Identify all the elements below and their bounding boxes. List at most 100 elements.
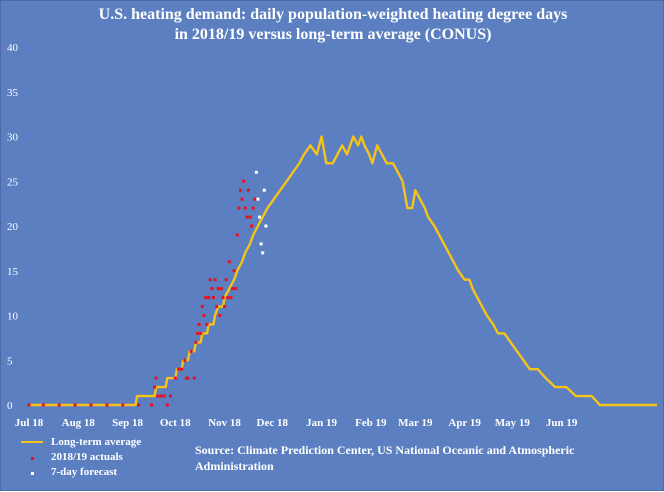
legend-entry-actuals: 2018/19 actuals bbox=[21, 449, 141, 464]
legend-entry-forecast: 7-day forecast bbox=[21, 464, 141, 479]
chart-subtitle: in 2018/19 versus long-term average (CON… bbox=[174, 26, 492, 43]
actual-point bbox=[105, 403, 109, 407]
y-tick-label: 20 bbox=[7, 221, 19, 233]
y-tick-label: 35 bbox=[7, 87, 19, 99]
actual-point bbox=[121, 403, 125, 407]
actual-point bbox=[208, 278, 212, 282]
x-tick-label: Jan 19 bbox=[306, 417, 337, 429]
actual-point bbox=[232, 269, 236, 273]
forecast-point bbox=[262, 188, 266, 192]
forecast-point bbox=[256, 197, 260, 201]
actual-point bbox=[176, 367, 180, 371]
y-tick-label: 30 bbox=[7, 132, 19, 144]
actual-point bbox=[197, 322, 201, 326]
forecast-point bbox=[264, 224, 268, 228]
actual-point bbox=[210, 287, 214, 291]
y-tick-label: 0 bbox=[7, 400, 13, 412]
actual-point bbox=[202, 314, 206, 317]
actual-point bbox=[192, 376, 196, 380]
actual-point bbox=[180, 367, 184, 371]
forecast-point bbox=[258, 215, 262, 219]
actual-point bbox=[215, 305, 219, 309]
forecast-point bbox=[254, 170, 258, 174]
y-tick-label: 40 bbox=[7, 42, 19, 54]
actual-point bbox=[153, 385, 157, 389]
actual-point bbox=[203, 296, 207, 300]
actual-point bbox=[245, 215, 249, 219]
actual-point bbox=[168, 394, 172, 398]
x-tick-label: Oct 18 bbox=[160, 417, 191, 429]
actual-point bbox=[41, 403, 45, 407]
actual-point bbox=[27, 403, 31, 407]
forecast-point bbox=[261, 251, 265, 255]
x-tick-label: Mar 19 bbox=[398, 417, 433, 429]
x-tick-label: Sep 18 bbox=[112, 417, 143, 429]
x-tick-label: Nov 18 bbox=[208, 417, 241, 429]
actual-point bbox=[221, 296, 225, 300]
legend-white-dot-swatch bbox=[21, 466, 43, 478]
legend-red-dot-swatch bbox=[21, 451, 43, 463]
y-tick-label: 15 bbox=[7, 266, 19, 278]
actual-point bbox=[189, 349, 193, 353]
actual-point bbox=[159, 394, 163, 398]
actual-point bbox=[235, 233, 239, 237]
x-tick-label: Dec 18 bbox=[257, 417, 289, 429]
actual-point bbox=[199, 331, 203, 335]
chart-title: U.S. heating demand: daily population-we… bbox=[98, 6, 568, 23]
actual-point bbox=[162, 394, 166, 398]
legend-line-swatch bbox=[21, 440, 43, 443]
actual-point bbox=[223, 305, 227, 309]
legend-entry-long-term-average: Long-term average bbox=[21, 434, 141, 449]
y-tick-label: 25 bbox=[7, 176, 19, 188]
legend: Long-term average 2018/19 actuals 7-day … bbox=[21, 434, 141, 479]
actual-point bbox=[216, 287, 220, 291]
actual-point bbox=[253, 197, 257, 201]
actual-point bbox=[89, 403, 93, 407]
actual-point bbox=[154, 376, 158, 380]
x-tick-label: Apr 19 bbox=[448, 417, 481, 429]
actual-point bbox=[183, 358, 187, 362]
x-tick-label: Feb 19 bbox=[355, 417, 387, 429]
actual-point bbox=[165, 403, 169, 407]
actual-point bbox=[250, 224, 254, 228]
actual-point bbox=[218, 314, 222, 317]
x-tick-label: Jul 18 bbox=[15, 417, 44, 429]
x-tick-label: Aug 18 bbox=[62, 417, 96, 429]
actual-point bbox=[224, 278, 228, 282]
y-tick-label: 5 bbox=[7, 355, 13, 367]
long-term-average-line bbox=[29, 135, 657, 407]
actual-point bbox=[194, 340, 198, 344]
actual-point bbox=[248, 215, 252, 219]
actual-point bbox=[149, 403, 153, 407]
actual-point bbox=[240, 197, 244, 201]
actual-point bbox=[184, 376, 188, 380]
actual-point bbox=[211, 296, 215, 300]
actual-point bbox=[200, 305, 204, 309]
forecast-point bbox=[259, 242, 263, 246]
actual-point bbox=[186, 376, 190, 380]
actual-point bbox=[251, 206, 255, 210]
actual-point bbox=[242, 179, 246, 183]
actual-point bbox=[196, 331, 200, 335]
actual-point bbox=[137, 403, 141, 407]
actual-point bbox=[237, 206, 241, 210]
actual-point bbox=[73, 403, 77, 407]
actual-point bbox=[229, 296, 233, 300]
x-tick-label: Jun 19 bbox=[546, 417, 578, 429]
y-tick-label: 10 bbox=[7, 311, 19, 323]
actual-point bbox=[231, 287, 235, 291]
actual-point bbox=[173, 376, 177, 380]
actual-point bbox=[207, 296, 211, 300]
actual-point bbox=[246, 188, 250, 192]
legend-label: Long-term average bbox=[51, 435, 142, 448]
source-note: Source: Climate Prediction Center, US Na… bbox=[195, 443, 575, 473]
actual-point bbox=[213, 278, 217, 282]
actual-point bbox=[234, 287, 238, 291]
actual-point bbox=[219, 287, 223, 291]
legend-label: 2018/19 actuals bbox=[51, 450, 123, 463]
legend-label: 7-day forecast bbox=[51, 465, 118, 478]
actual-point bbox=[57, 403, 61, 407]
actual-point bbox=[156, 394, 160, 398]
